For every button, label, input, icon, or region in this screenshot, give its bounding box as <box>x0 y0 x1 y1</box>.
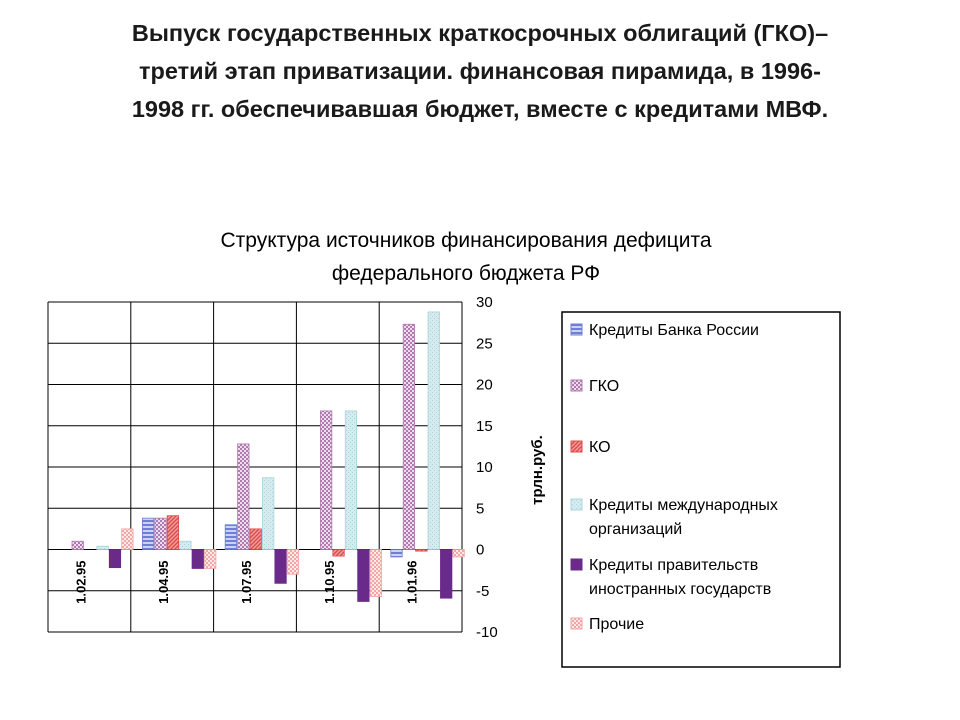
bar <box>262 477 275 550</box>
bar <box>204 549 217 569</box>
x-tick-label: 1.04.95 <box>156 561 171 604</box>
y-tick-label: 0 <box>476 542 484 559</box>
bar <box>179 540 192 550</box>
bar <box>108 549 122 569</box>
y-axis-label: трлн.руб. <box>529 435 546 505</box>
slide-title: Выпуск государственных краткосрочных обл… <box>40 14 920 128</box>
chart-title-line: Структура источников финансирования дефи… <box>220 229 711 252</box>
bar <box>286 549 300 575</box>
bar <box>427 311 440 550</box>
y-tick-label: 25 <box>476 335 493 352</box>
legend-label: Кредиты международных <box>589 497 778 514</box>
bar <box>369 549 382 597</box>
y-tick-label: 20 <box>476 377 493 394</box>
bar <box>320 410 333 550</box>
bar <box>440 549 453 599</box>
bar <box>452 549 465 558</box>
bar <box>96 545 109 550</box>
legend-label: иностранных государств <box>589 581 771 598</box>
x-tick-label: 1.07.95 <box>239 561 254 604</box>
bar <box>344 410 358 550</box>
y-tick-label: 30 <box>476 294 493 311</box>
legend-label: Кредиты правительств <box>589 557 758 574</box>
slide-title-line: третий этап приватизации. финансовая пир… <box>139 58 821 84</box>
bar <box>332 549 345 557</box>
bar <box>224 524 238 550</box>
bar <box>357 549 370 602</box>
legend-swatch <box>570 617 583 630</box>
legend-swatch <box>570 440 583 453</box>
y-tick-label: -10 <box>476 624 498 641</box>
bar <box>402 323 416 550</box>
slide-title-line: 1998 гг. обеспечивавшая бюджет, вместе с… <box>131 96 829 122</box>
legend-label: Прочие <box>589 616 644 633</box>
legend-label: Кредиты Банка России <box>589 322 759 339</box>
y-tick-label: 10 <box>476 459 493 476</box>
bar <box>141 517 155 550</box>
legend-swatch <box>570 498 583 511</box>
chart-title-line: федерального бюджета РФ <box>332 262 600 285</box>
bar <box>71 540 84 550</box>
legend: Кредиты Банка России ГКО КО Кредиты междуна… <box>561 311 841 668</box>
slide-title-line: Выпуск государственных краткосрочных обл… <box>131 20 829 46</box>
legend-label: КО <box>589 439 611 456</box>
bar <box>191 549 204 569</box>
bar <box>415 549 428 552</box>
legend-swatch <box>570 558 583 571</box>
plot-area: 30 25 20 15 10 5 0 -5 -10 1.02.95 1.04.95 1.07.95 1.… <box>47 294 498 641</box>
bar <box>166 515 180 550</box>
bar <box>237 443 250 550</box>
bar <box>390 549 403 558</box>
chart-title: Структура источников финансирования дефи… <box>220 229 711 285</box>
x-tick-label: 1.01.96 <box>405 561 420 604</box>
x-tick-label: 1.10.95 <box>322 561 337 604</box>
legend-label: ГКО <box>589 378 619 395</box>
y-tick-label: 15 <box>476 418 493 435</box>
bar <box>274 549 287 584</box>
legend-box <box>561 311 841 668</box>
legend-swatch <box>570 323 583 336</box>
legend-label: организаций <box>589 521 682 538</box>
legend-swatch <box>570 379 583 392</box>
bar <box>121 528 134 550</box>
y-tick-label: -5 <box>476 583 489 600</box>
bar <box>249 528 262 550</box>
y-tick-label: 5 <box>476 500 484 517</box>
x-tick-label: 1.02.95 <box>73 561 88 604</box>
bar <box>154 517 167 550</box>
